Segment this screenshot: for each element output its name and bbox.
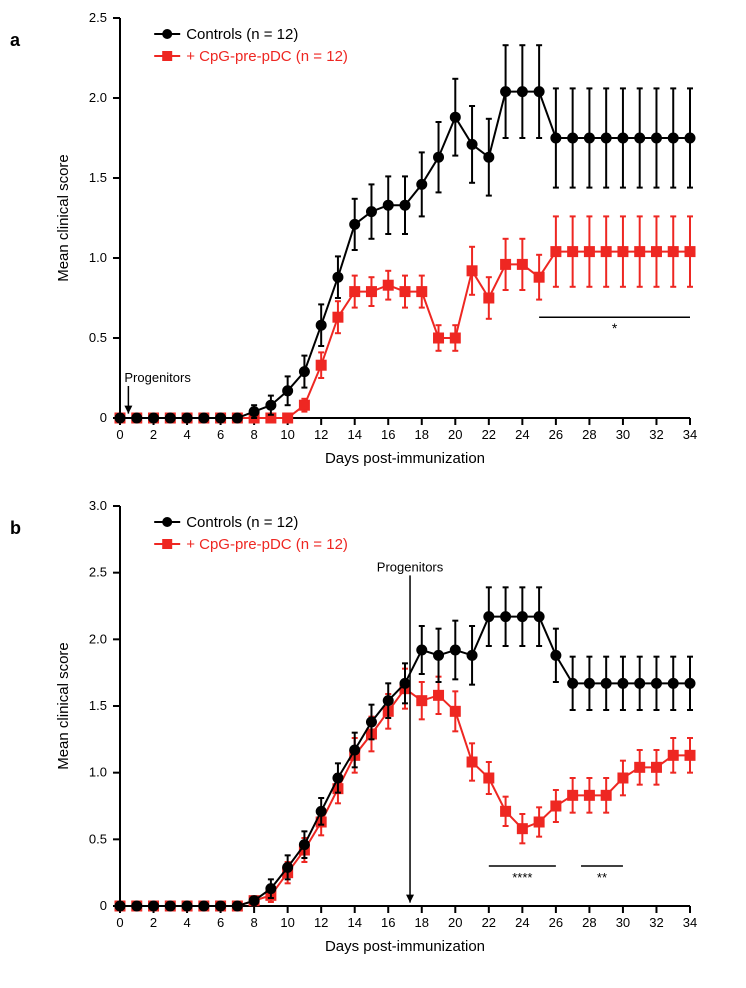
svg-text:2: 2 <box>150 427 157 442</box>
svg-text:12: 12 <box>314 427 328 442</box>
svg-text:32: 32 <box>649 427 663 442</box>
svg-text:Mean clinical score: Mean clinical score <box>55 642 72 770</box>
svg-text:Mean clinical score: Mean clinical score <box>55 154 72 282</box>
svg-text:12: 12 <box>314 915 328 930</box>
svg-text:18: 18 <box>415 427 429 442</box>
svg-text:+ CpG-pre-pDC (n = 12): + CpG-pre-pDC (n = 12) <box>186 48 348 65</box>
svg-text:20: 20 <box>448 915 462 930</box>
svg-text:28: 28 <box>582 915 596 930</box>
svg-text:+ CpG-pre-pDC (n = 12): + CpG-pre-pDC (n = 12) <box>186 536 348 553</box>
svg-text:4: 4 <box>183 915 190 930</box>
svg-text:Days post-immunization: Days post-immunization <box>325 938 485 955</box>
svg-text:****: **** <box>512 870 532 885</box>
svg-text:0: 0 <box>116 915 123 930</box>
svg-text:0: 0 <box>116 427 123 442</box>
svg-text:6: 6 <box>217 915 224 930</box>
svg-text:10: 10 <box>280 427 294 442</box>
svg-text:8: 8 <box>251 915 258 930</box>
svg-text:18: 18 <box>415 915 429 930</box>
svg-text:20: 20 <box>448 427 462 442</box>
svg-text:14: 14 <box>347 427 361 442</box>
svg-text:34: 34 <box>683 427 697 442</box>
svg-text:26: 26 <box>549 915 563 930</box>
svg-text:0: 0 <box>100 410 107 425</box>
svg-text:**: ** <box>597 870 607 885</box>
svg-text:0: 0 <box>100 898 107 913</box>
svg-text:30: 30 <box>616 427 630 442</box>
svg-text:2.5: 2.5 <box>89 10 107 25</box>
figure-container: a b 024681012141618202224262830323400.51… <box>0 0 746 988</box>
svg-text:0.5: 0.5 <box>89 330 107 345</box>
svg-text:*: * <box>612 320 618 336</box>
svg-text:10: 10 <box>280 915 294 930</box>
svg-text:1.5: 1.5 <box>89 698 107 713</box>
svg-text:Controls (n = 12): Controls (n = 12) <box>186 26 298 43</box>
svg-text:4: 4 <box>183 427 190 442</box>
svg-text:Days post-immunization: Days post-immunization <box>325 450 485 467</box>
svg-text:Controls (n = 12): Controls (n = 12) <box>186 514 298 531</box>
svg-text:34: 34 <box>683 915 697 930</box>
svg-text:26: 26 <box>549 427 563 442</box>
svg-text:2.5: 2.5 <box>89 565 107 580</box>
panel-b-chart: 024681012141618202224262830323400.51.01.… <box>50 492 702 972</box>
svg-text:16: 16 <box>381 427 395 442</box>
svg-text:16: 16 <box>381 915 395 930</box>
svg-text:1.0: 1.0 <box>89 250 107 265</box>
svg-text:30: 30 <box>616 915 630 930</box>
panel-a-chart: 024681012141618202224262830323400.51.01.… <box>50 4 702 484</box>
panel-a-label: a <box>10 30 20 51</box>
svg-text:22: 22 <box>482 915 496 930</box>
svg-text:Progenitors: Progenitors <box>124 370 191 385</box>
svg-text:2.0: 2.0 <box>89 631 107 646</box>
panel-b-label: b <box>10 518 21 539</box>
svg-text:28: 28 <box>582 427 596 442</box>
svg-text:2.0: 2.0 <box>89 90 107 105</box>
svg-text:3.0: 3.0 <box>89 498 107 513</box>
svg-text:32: 32 <box>649 915 663 930</box>
svg-text:6: 6 <box>217 427 224 442</box>
svg-text:1.5: 1.5 <box>89 170 107 185</box>
svg-text:24: 24 <box>515 915 529 930</box>
svg-text:24: 24 <box>515 427 529 442</box>
svg-text:8: 8 <box>251 427 258 442</box>
svg-text:0.5: 0.5 <box>89 831 107 846</box>
svg-text:22: 22 <box>482 427 496 442</box>
svg-text:1.0: 1.0 <box>89 765 107 780</box>
svg-text:Progenitors: Progenitors <box>377 559 444 574</box>
svg-text:2: 2 <box>150 915 157 930</box>
svg-text:14: 14 <box>347 915 361 930</box>
